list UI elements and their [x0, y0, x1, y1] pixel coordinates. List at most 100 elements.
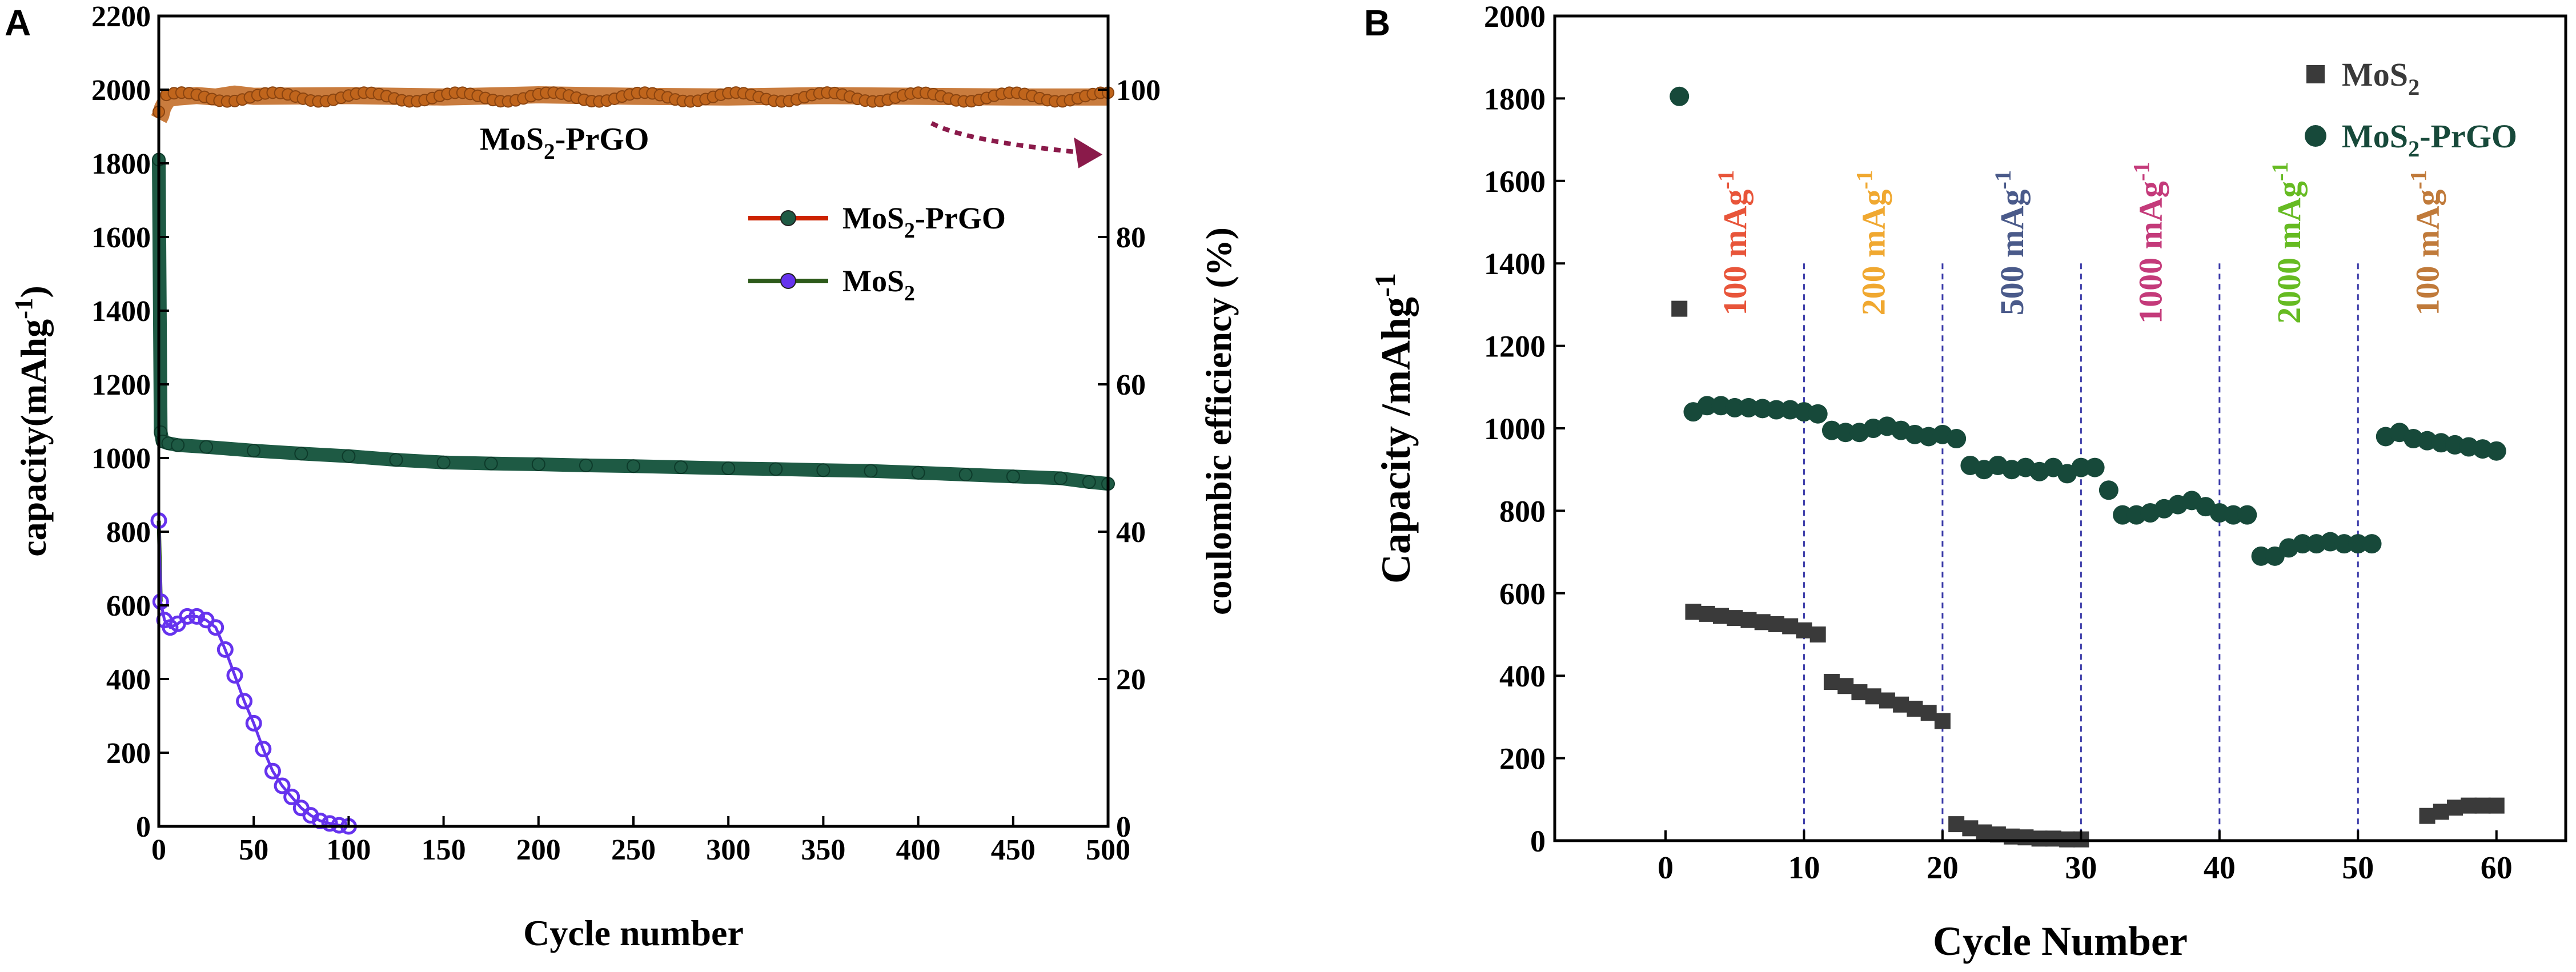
y-tick-label: 1400 — [1484, 247, 1546, 281]
mos2-prgo-point — [484, 456, 498, 471]
mos2-square — [1934, 713, 1951, 729]
mos2-square — [1671, 300, 1688, 317]
mos2-prgo-circle — [2224, 505, 2244, 525]
y2-tick-label: 80 — [1116, 222, 1146, 254]
y-tick-label: 1600 — [1484, 164, 1546, 199]
y2-tick-label: 40 — [1116, 516, 1146, 549]
y-axis-label-part: ) — [13, 286, 54, 298]
mos2-point — [264, 762, 281, 780]
legend-marker — [2306, 65, 2325, 83]
mos2-prgo-point — [1082, 475, 1096, 489]
y-axis-label-part: Capacity /mAhg — [1373, 297, 1419, 584]
y-tick-label: 2000 — [1484, 0, 1546, 34]
mos2-prgo-circle — [2251, 546, 2271, 566]
y-tick-label: 800 — [1499, 494, 1546, 528]
y-tick-label: 400 — [106, 664, 151, 696]
mos2-prgo-circle — [2098, 480, 2118, 500]
legend-label-part: MoS — [2342, 118, 2408, 155]
rate-label: 1000 mAg-1 — [2129, 162, 2169, 324]
legend-label-part: 2 — [2408, 136, 2419, 162]
x-tick-label: 0 — [151, 834, 166, 866]
annotation-label-part: MoS — [480, 122, 544, 157]
mos2-prgo-point — [769, 462, 783, 476]
annotation-arrowhead — [1074, 137, 1103, 168]
legend-label-part: -PrGO — [915, 201, 1006, 235]
mos2-prgo-point — [199, 440, 214, 454]
rate-label: 2000 mAg-1 — [2267, 162, 2308, 324]
mos2-prgo-circle — [1670, 86, 1690, 106]
y-tick-label: 1200 — [91, 369, 151, 401]
legend-label: MoS2 — [842, 264, 915, 306]
rate-label: 200 mAg-1 — [1852, 170, 1892, 316]
mos2-square — [1712, 608, 1729, 624]
mos2-square — [1685, 604, 1702, 620]
y-tick-label: 1800 — [91, 148, 151, 180]
y-tick-label: 2200 — [91, 1, 151, 33]
y-tick-label: 1400 — [91, 295, 151, 328]
panel-letter-b: B — [1364, 2, 1390, 43]
mos2-point — [216, 641, 234, 658]
mos2-prgo-circle — [1808, 404, 1828, 424]
mos2-prgo-point — [342, 449, 356, 463]
mos2-prgo-circle — [2113, 505, 2133, 525]
legend-marker — [780, 273, 796, 289]
mos2-point — [283, 788, 300, 805]
mos2-square — [1768, 616, 1784, 632]
mos2-square — [1754, 614, 1771, 630]
y-tick-label: 800 — [106, 516, 151, 549]
y2-axis-label: coulombic efficiency (%) — [1198, 227, 1239, 615]
annotation-arrow — [930, 121, 1080, 155]
y-tick-label: 0 — [136, 811, 151, 844]
mos2-prgo-point — [911, 465, 925, 480]
y-tick-label: 2000 — [91, 74, 151, 107]
y-tick-label: 200 — [1499, 742, 1546, 776]
annotation-label-part: -PrGO — [555, 122, 649, 157]
mos2-prgo-circle — [2237, 505, 2257, 525]
mos2-square — [1796, 622, 1812, 638]
mos2-prgo-point — [389, 453, 403, 467]
mos2-prgo-point — [1006, 469, 1020, 484]
mos2-prgo-circle — [2362, 534, 2382, 554]
annotation-label-part: 2 — [544, 139, 555, 164]
mos2-point — [321, 815, 338, 832]
x-tick-label: 10 — [1788, 850, 1820, 886]
mos2-square — [1823, 674, 1840, 690]
x-tick-label: 300 — [706, 834, 751, 866]
mos2-prgo-point — [1053, 471, 1068, 485]
mos2-square — [2017, 829, 2034, 846]
legend-label: MoS2 — [2342, 56, 2419, 100]
mos2-prgo-circle — [2334, 534, 2354, 554]
mos2-square — [1809, 626, 1826, 642]
mos2-square — [2488, 797, 2505, 814]
x-tick-label: 100 — [326, 834, 371, 866]
y-axis-label-part: -1 — [1369, 273, 1401, 297]
mos2-point — [226, 667, 243, 684]
panel-letter-a: A — [5, 2, 31, 43]
mos2-prgo-circle — [1697, 396, 1717, 416]
mos2-prgo-circle — [1947, 429, 1967, 449]
mos2-point — [188, 608, 205, 625]
mos2-square — [2045, 830, 2061, 847]
x-axis-label: Cycle number — [523, 913, 744, 953]
rate-label-part: -1 — [1713, 170, 1739, 190]
y-tick-label: 1600 — [91, 222, 151, 254]
mos2-square — [1879, 692, 1895, 709]
x-tick-label: 500 — [1086, 834, 1130, 866]
mos2-square — [1740, 612, 1757, 628]
rate-label-part: 200 mAg — [1855, 190, 1892, 316]
y-tick-label: 600 — [1499, 577, 1546, 611]
legend-label-part: 2 — [904, 219, 915, 243]
legend-label: MoS2-PrGO — [2342, 118, 2517, 162]
mos2-point — [245, 714, 262, 732]
mos2-prgo-point — [531, 457, 545, 471]
mos2-point — [255, 741, 272, 758]
x-tick-label: 450 — [991, 834, 1036, 866]
x-tick-label: 400 — [896, 834, 941, 866]
rate-label-part: 1000 mAg — [2132, 181, 2169, 324]
y-axis-label-part: capacity(mAhg — [13, 319, 54, 557]
mos2-square — [1907, 700, 1923, 717]
mos2-prgo-circle — [1766, 400, 1786, 420]
mos2-prgo-point — [627, 459, 640, 473]
mos2-prgo-circle — [2293, 534, 2313, 554]
